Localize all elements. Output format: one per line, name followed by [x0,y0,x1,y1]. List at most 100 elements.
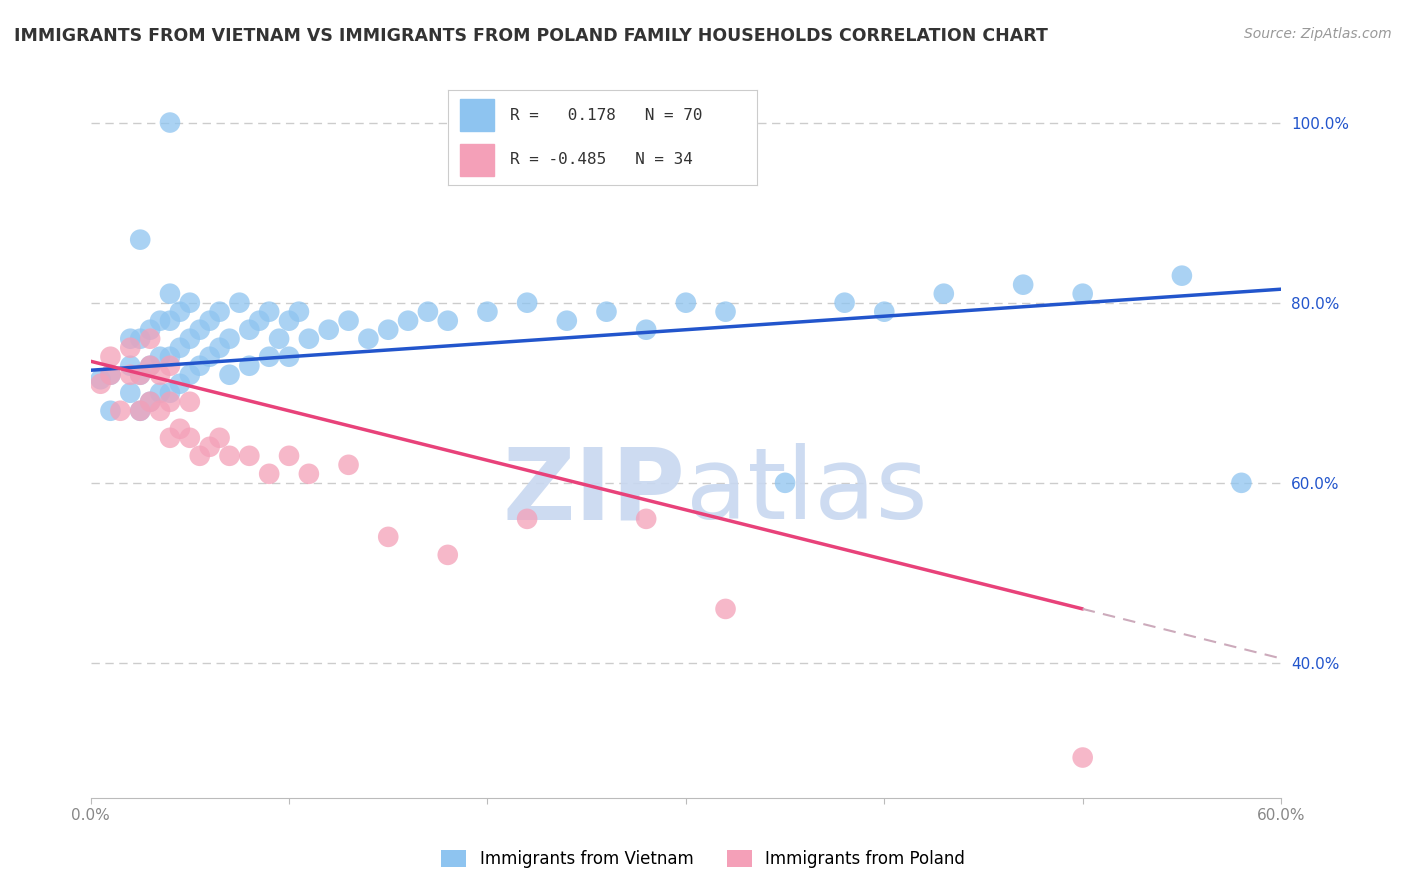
Point [179,394,201,409]
Point [159,394,181,409]
Point [477,304,499,318]
Point [318,323,340,337]
Point [278,449,301,463]
Point [555,314,578,328]
Point [416,304,439,318]
Point [169,341,191,355]
Point [100,350,122,364]
Point [129,233,152,247]
Point [120,341,142,355]
Point [595,304,617,318]
Point [149,385,172,400]
Point [100,368,122,382]
Point [257,304,280,318]
Point [636,512,658,526]
Point [396,314,419,328]
Point [120,359,142,373]
Point [159,115,181,129]
Point [159,350,181,364]
Point [257,467,280,481]
Point [169,304,191,318]
Point [773,475,796,490]
Point [714,602,737,616]
Text: IMMIGRANTS FROM VIETNAM VS IMMIGRANTS FROM POLAND FAMILY HOUSEHOLDS CORRELATION : IMMIGRANTS FROM VIETNAM VS IMMIGRANTS FR… [14,27,1047,45]
Point [238,449,260,463]
Point [159,431,181,445]
Point [90,376,112,391]
Point [188,323,211,337]
Point [516,512,538,526]
Point [139,394,162,409]
Point [129,332,152,346]
Point [139,359,162,373]
Point [873,304,896,318]
Point [208,341,231,355]
Point [377,530,399,544]
Point [120,332,142,346]
Point [188,359,211,373]
Point [337,458,360,472]
Point [139,359,162,373]
Point [139,394,162,409]
Point [1171,268,1194,283]
Text: atlas: atlas [686,443,928,541]
Text: ZIP: ZIP [503,443,686,541]
Point [218,368,240,382]
Point [198,350,221,364]
Point [198,314,221,328]
Point [377,323,399,337]
Point [139,332,162,346]
Point [198,440,221,454]
Point [149,350,172,364]
Point [169,422,191,436]
Point [932,286,955,301]
Point [1071,286,1094,301]
Point [1012,277,1035,292]
Point [1230,475,1253,490]
Point [269,332,291,346]
Point [149,314,172,328]
Point [100,404,122,418]
Text: Source: ZipAtlas.com: Source: ZipAtlas.com [1244,27,1392,41]
Point [129,404,152,418]
Point [337,314,360,328]
Point [218,332,240,346]
Point [288,304,311,318]
Point [238,359,260,373]
Point [120,385,142,400]
Point [675,295,697,310]
Point [247,314,270,328]
Point [129,368,152,382]
Point [208,431,231,445]
Point [139,323,162,337]
Point [179,295,201,310]
Point [159,314,181,328]
Point [208,304,231,318]
Point [159,385,181,400]
Point [1071,750,1094,764]
Point [179,332,201,346]
Point [169,376,191,391]
Point [436,314,458,328]
Point [120,368,142,382]
Point [257,350,280,364]
Point [516,295,538,310]
Point [218,449,240,463]
Point [129,404,152,418]
Point [714,304,737,318]
Point [436,548,458,562]
Point [100,368,122,382]
Point [278,314,301,328]
Point [149,404,172,418]
Point [298,467,321,481]
Point [357,332,380,346]
Point [188,449,211,463]
Point [834,295,856,310]
Point [298,332,321,346]
Point [228,295,250,310]
Point [90,372,112,386]
Point [278,350,301,364]
Legend: Immigrants from Vietnam, Immigrants from Poland: Immigrants from Vietnam, Immigrants from… [434,843,972,875]
Point [179,368,201,382]
Point [110,404,132,418]
